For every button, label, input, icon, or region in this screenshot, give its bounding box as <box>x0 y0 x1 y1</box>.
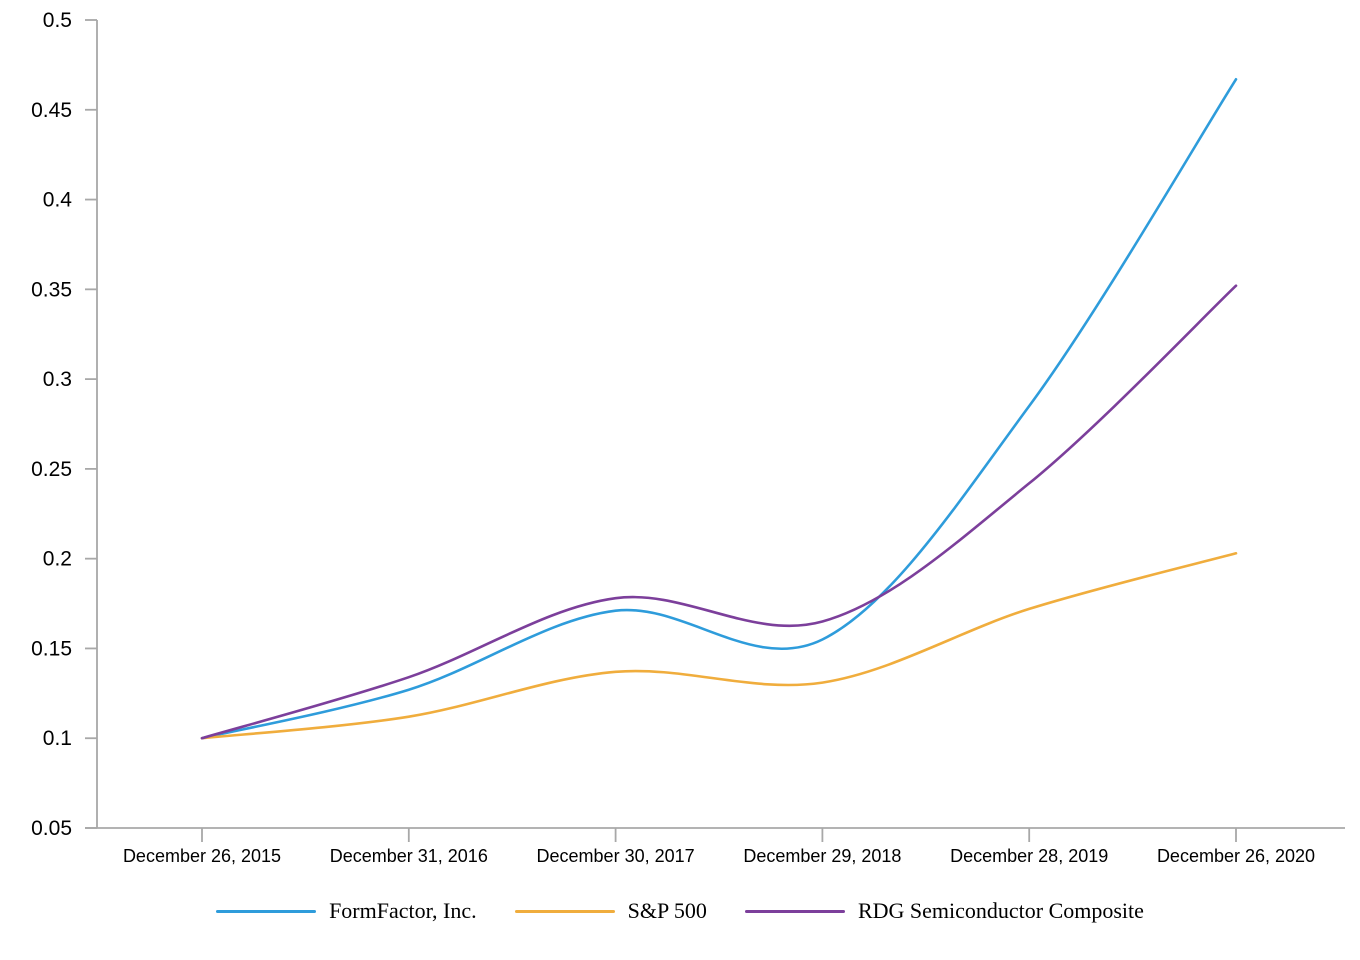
x-axis-tick-label: December 26, 2020 <box>1157 846 1315 866</box>
legend-line-swatch-s-p-500 <box>514 909 615 913</box>
legend-label: FormFactor, Inc. <box>329 898 477 923</box>
series-line-formfactor-inc <box>200 78 1238 740</box>
y-axis-tick-label: 0.15 <box>31 637 72 660</box>
x-axis-tick-label: December 26, 2015 <box>123 846 281 866</box>
y-axis-tick-label: 0.2 <box>43 548 72 571</box>
y-axis-tick-label: 0.5 <box>43 9 72 32</box>
legend-line-swatch-rdg-semiconductor-composite <box>744 909 845 913</box>
series-line-s-p-500 <box>200 552 1238 740</box>
y-axis-tick-label: 0.4 <box>43 189 73 212</box>
plot-area: 0.5 0.45 0.4 0.35 0.3 0.25 0.2 0.15 0.1 0.05 Decem… <box>31 9 1345 866</box>
series-line-rdg-semiconductor-composite <box>200 284 1238 740</box>
x-axis-tick-label: December 29, 2018 <box>743 846 901 866</box>
chart-legend: FormFactor, Inc. S&P 500 RDG Semiconductor… <box>0 898 1360 924</box>
legend-item-s-p-500: S&P 500 <box>514 898 707 924</box>
legend-item-rdg-semiconductor-composite: RDG Semiconductor Composite <box>744 898 1144 924</box>
y-axis-tick-label: 0.1 <box>43 727 72 750</box>
x-axis-tick-label: December 30, 2017 <box>537 846 695 866</box>
legend-item-formfactor-inc: FormFactor, Inc. <box>216 898 477 924</box>
y-axis-tick-label: 0.35 <box>31 278 72 301</box>
y-axis-tick-label: 0.25 <box>31 458 72 481</box>
x-axis-tick-label: December 28, 2019 <box>950 846 1108 866</box>
legend-label: RDG Semiconductor Composite <box>857 898 1144 923</box>
y-axis-tick-label: 0.45 <box>31 99 72 122</box>
y-axis-tick-label: 0.3 <box>43 368 72 391</box>
y-axis-tick-label: 0.05 <box>31 817 72 840</box>
legend-line-swatch-formfactor-inc <box>216 909 317 913</box>
x-axis-tick-label: December 31, 2016 <box>330 846 488 866</box>
legend-label: S&P 500 <box>627 898 707 923</box>
